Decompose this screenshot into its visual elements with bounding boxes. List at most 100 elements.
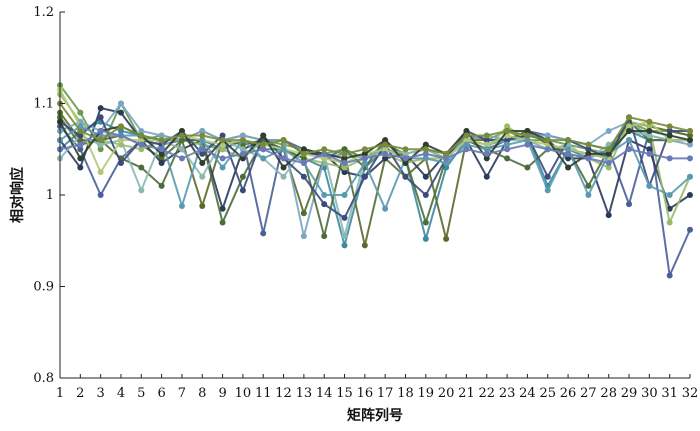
data-point (463, 127, 470, 134)
data-point (300, 210, 307, 217)
data-point (605, 159, 612, 166)
data-point (300, 155, 307, 162)
x-tick-label: 28 (600, 386, 617, 401)
y-ticks: 0.8 0.9 1 1.1 1.2 (33, 5, 65, 386)
data-point (605, 164, 612, 171)
data-point (504, 123, 511, 130)
data-point (239, 173, 246, 180)
data-point (138, 164, 145, 171)
x-tick-label: 11 (255, 386, 272, 401)
data-point (626, 114, 633, 121)
data-point (97, 169, 104, 176)
data-point (321, 146, 328, 153)
data-point (117, 123, 124, 130)
x-tick-label: 13 (296, 386, 313, 401)
data-point (585, 182, 592, 189)
x-tick-label: 15 (336, 386, 353, 401)
data-point (605, 127, 612, 134)
data-point (158, 182, 165, 189)
data-point (687, 155, 693, 162)
x-tick-label: 12 (275, 386, 292, 401)
x-tick-label: 10 (235, 386, 252, 401)
data-point (544, 187, 551, 194)
data-point (422, 150, 429, 157)
y-axis-title: 相对响应 (9, 167, 26, 223)
x-tick-label: 21 (458, 386, 475, 401)
data-point (646, 132, 653, 139)
data-point (138, 132, 145, 139)
data-point (219, 137, 226, 144)
data-point (178, 155, 185, 162)
data-point (605, 146, 612, 153)
data-point (321, 192, 328, 198)
data-point (483, 132, 490, 139)
data-point (117, 132, 124, 139)
data-point (280, 173, 287, 180)
data-point (178, 137, 185, 144)
data-point (524, 137, 531, 144)
data-point (321, 155, 328, 162)
x-tick-label: 26 (560, 386, 577, 401)
data-point (219, 164, 226, 171)
data-point (260, 155, 267, 162)
data-point (361, 173, 368, 180)
x-tick-label: 31 (661, 386, 678, 401)
data-point (97, 105, 104, 112)
data-point (97, 114, 104, 121)
data-point (666, 132, 673, 139)
data-point (158, 159, 165, 166)
data-point (504, 155, 511, 162)
data-point (626, 123, 633, 130)
data-point (138, 141, 145, 148)
y-tick-label: 0.8 (33, 371, 54, 386)
data-point (605, 150, 612, 157)
x-tick-label: 7 (178, 386, 186, 401)
data-point (239, 137, 246, 144)
data-point (117, 137, 124, 144)
data-point (585, 150, 592, 157)
data-point (199, 127, 206, 134)
data-point (219, 205, 226, 212)
data-point (443, 159, 450, 166)
data-point (422, 146, 429, 153)
data-point (402, 146, 409, 153)
x-tick-label: 20 (438, 386, 455, 401)
data-point (443, 235, 450, 242)
x-axis-title: 矩阵列号 (347, 407, 403, 424)
data-point (422, 141, 429, 148)
data-point (382, 146, 389, 153)
data-point (524, 127, 531, 134)
data-point (97, 127, 104, 134)
data-point (199, 202, 206, 209)
data-point (280, 146, 287, 153)
data-point (422, 155, 429, 162)
data-point (178, 127, 185, 134)
data-point (402, 159, 409, 166)
data-point (77, 146, 84, 153)
data-point (158, 137, 165, 144)
data-point (178, 146, 185, 153)
data-point (666, 192, 673, 198)
data-point (483, 137, 490, 144)
data-point (402, 173, 409, 180)
data-point (219, 219, 226, 226)
data-point (138, 146, 145, 153)
x-tick-label: 1 (56, 386, 64, 401)
data-point (97, 141, 104, 148)
data-point (321, 201, 328, 208)
data-point (260, 132, 267, 139)
data-point (524, 132, 531, 139)
data-point (544, 173, 551, 180)
data-point (422, 192, 429, 198)
data-point (382, 155, 389, 162)
data-point (463, 141, 470, 148)
data-point (341, 192, 348, 198)
data-point (605, 212, 612, 219)
data-point (585, 155, 592, 162)
data-point (117, 109, 124, 116)
series-line (59, 102, 691, 155)
data-point (463, 137, 470, 144)
data-point (341, 242, 348, 249)
data-point (646, 146, 653, 153)
data-point (138, 127, 145, 134)
